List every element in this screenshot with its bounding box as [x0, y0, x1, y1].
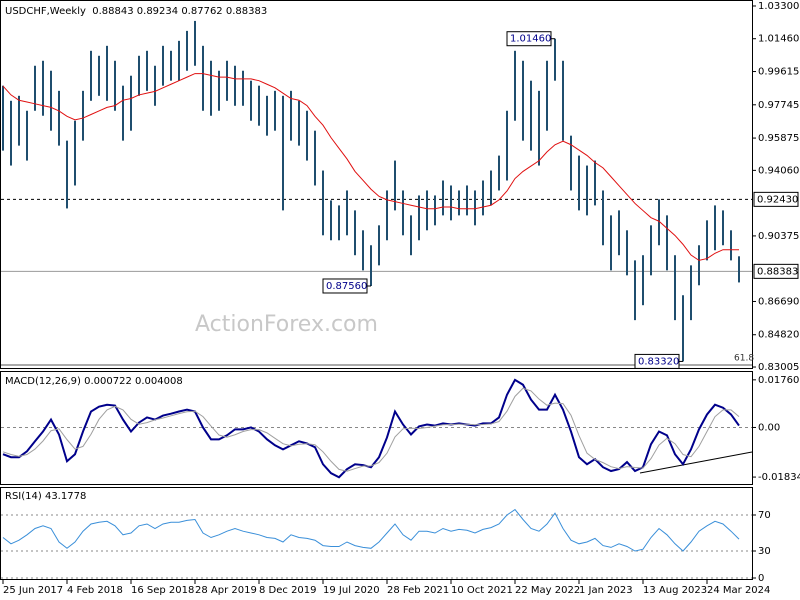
annotation-box: [506, 31, 552, 47]
y-tick-label: 0.95875: [758, 133, 799, 144]
x-tick-label: 25 Jun 2017: [3, 585, 63, 596]
x-tick-label: 4 Feb 2018: [67, 585, 123, 596]
trend-line: [639, 451, 753, 474]
y-tick-label: 0.99615: [758, 67, 799, 78]
x-tick-label: 28 Apr 2019: [195, 585, 257, 596]
rsi-panel: [0, 487, 753, 580]
level-label: 0.92430: [757, 194, 798, 205]
x-tick-label: 10 Oct 2021: [451, 585, 513, 596]
y-tick-label: 30: [758, 546, 771, 557]
y-tick-label: 0.84820: [758, 330, 799, 341]
y-tick-label: 1.01460: [758, 34, 799, 45]
indicator-line: [2, 387, 740, 472]
y-tick-label: 0.90375: [758, 231, 799, 242]
fib-label: 61.8: [734, 353, 754, 363]
x-tick-label: 28 Feb 2021: [387, 585, 449, 596]
x-tick-label: 22 May 2022: [515, 585, 580, 596]
moving-average: [2, 73, 739, 261]
level-label: 0.88383: [757, 266, 798, 277]
macd-title: MACD(12,26,9) 0.000722 0.004008: [5, 376, 183, 387]
y-tick-label: 0.00: [758, 422, 780, 433]
level-label-box: [753, 263, 799, 279]
y-tick-label: 70: [758, 510, 771, 521]
price-panel: [0, 0, 753, 369]
annotation-label: 0.87560: [326, 281, 367, 292]
indicator-line: [2, 508, 740, 552]
y-tick-label: 0.017603: [758, 375, 800, 386]
x-tick-label: 24 Mar 2024: [707, 585, 770, 596]
y-tick-label: 0.86690: [758, 296, 799, 307]
watermark: ActionForex.com: [195, 312, 378, 337]
x-tick-label: 13 Aug 2023: [643, 585, 707, 596]
y-tick-label: 1.03300: [758, 1, 799, 12]
y-tick-label: 0: [758, 573, 764, 584]
annotation-label: 1.01460: [510, 34, 551, 45]
annotation-box: [322, 278, 368, 294]
y-tick-label: 0.97745: [758, 100, 799, 111]
indicator-line: [2, 378, 740, 479]
annotation-label: 0.83320: [638, 356, 679, 367]
x-tick-label: 16 Sep 2018: [131, 585, 194, 596]
macd-panel: [0, 371, 753, 485]
annotation-box: [634, 353, 680, 369]
price-title: USDCHF,Weekly 0.88843 0.89234 0.87762 0.…: [5, 6, 267, 17]
rsi-title: RSI(14) 43.1778: [5, 491, 86, 502]
x-tick-label: 19 Jul 2020: [323, 585, 380, 596]
level-label-box: [753, 191, 799, 207]
y-tick-label: -0.01834: [758, 472, 800, 483]
x-tick-label: 1 Jan 2023: [579, 585, 633, 596]
y-tick-label: 0.94060: [758, 165, 799, 176]
y-tick-label: 0.83005: [758, 362, 799, 373]
x-tick-label: 8 Dec 2019: [259, 585, 317, 596]
